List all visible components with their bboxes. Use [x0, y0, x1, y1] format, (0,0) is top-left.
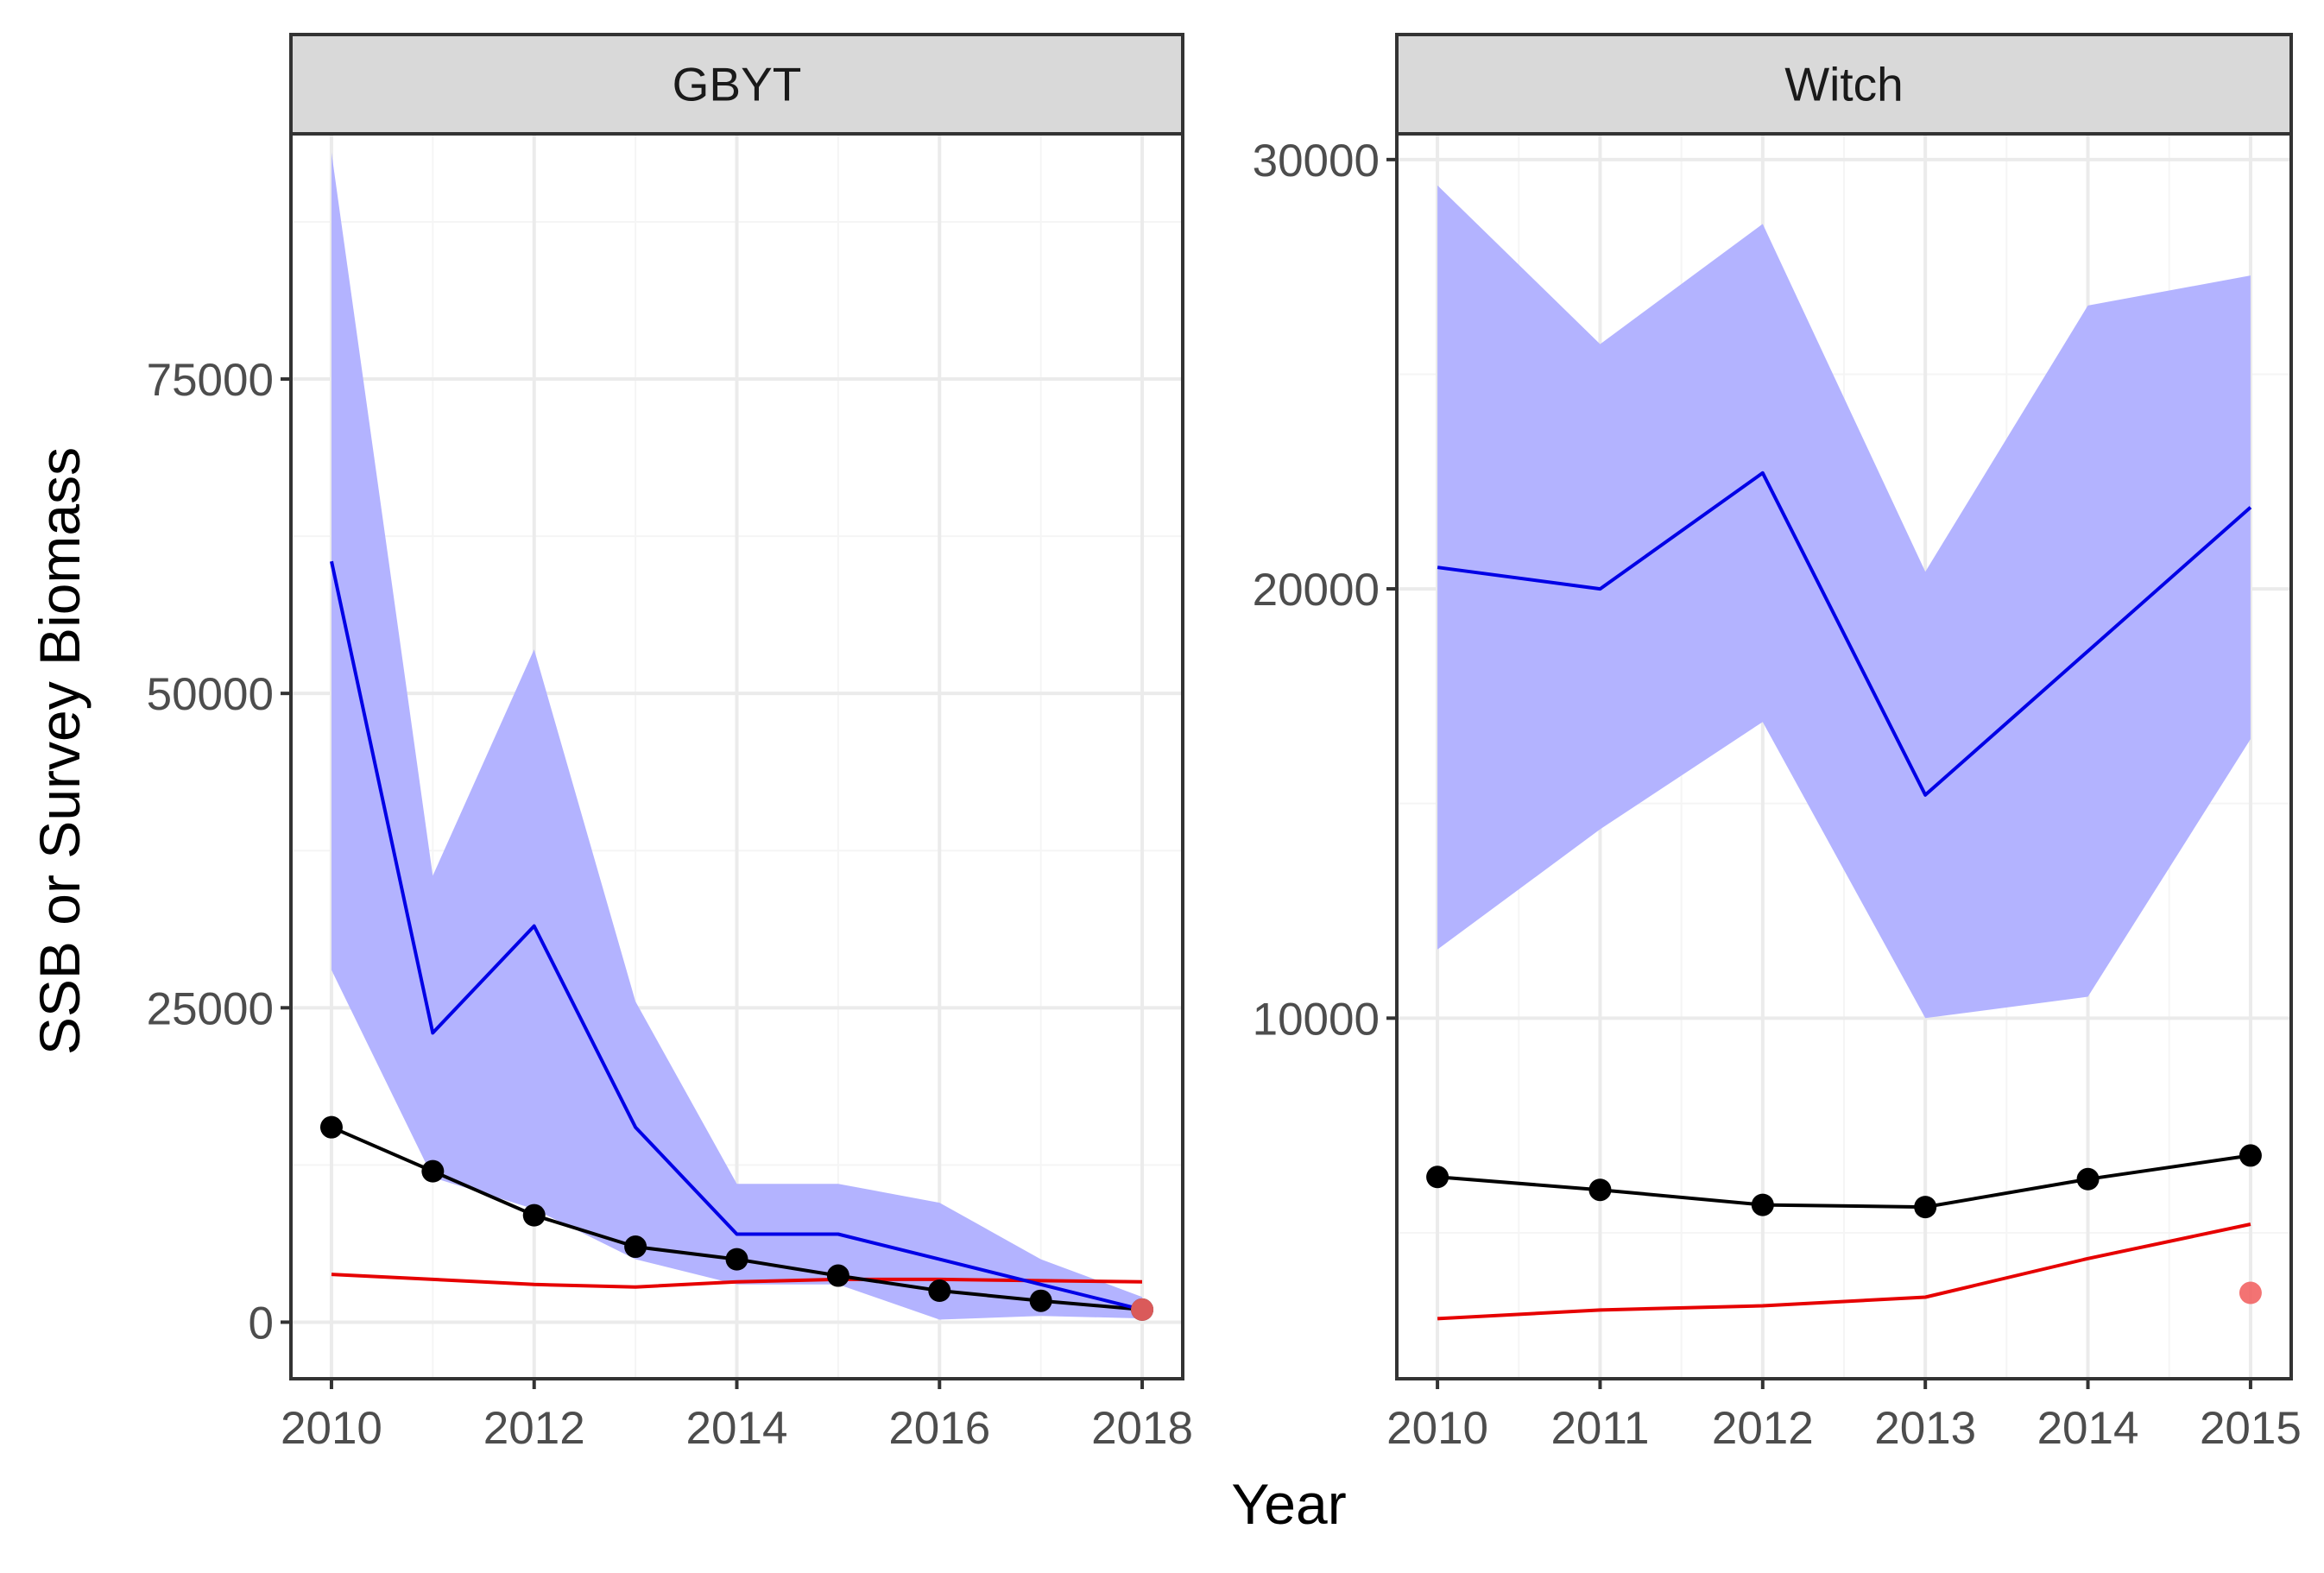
black-point	[826, 1264, 849, 1287]
ci-ribbon	[1437, 185, 2251, 1019]
x-tick-label: 2015	[2200, 1403, 2302, 1454]
y-tick-label: 10000	[1253, 994, 1380, 1045]
y-tick-label: 30000	[1253, 136, 1380, 186]
x-tick-label: 2016	[888, 1403, 990, 1454]
x-tick-label: 2012	[483, 1403, 585, 1454]
black-point	[1914, 1196, 1937, 1219]
y-tick-label: 50000	[147, 669, 274, 720]
panel-witch: Witch 10000 20000 30000 2010 2011 2012 2013 2014…	[1253, 33, 2302, 1454]
black-point	[2076, 1167, 2100, 1191]
strip-label: Witch	[1784, 58, 1904, 111]
strip-background	[289, 33, 1184, 136]
black-point	[421, 1159, 445, 1183]
y-axis-title: SSB or Survey Biomass	[28, 447, 92, 1055]
series-blue-line	[330, 560, 1143, 1311]
x-tick-label: 2018	[1091, 1403, 1193, 1454]
black-point	[1029, 1289, 1052, 1312]
red-point	[2239, 1281, 2262, 1305]
black-point	[725, 1248, 748, 1271]
x-tick-label: 2010	[1386, 1403, 1488, 1454]
black-point	[319, 1115, 343, 1139]
strip-background	[1395, 33, 2293, 136]
black-point	[624, 1235, 647, 1259]
y-tick-label: 75000	[147, 355, 274, 406]
black-point	[522, 1203, 546, 1227]
y-tick-label: 20000	[1253, 565, 1380, 616]
black-point	[2239, 1144, 2262, 1167]
panel-gbyt: GBYT 0 25000 50000 75000 2010 2012 2014 2016 2018	[147, 33, 1193, 1454]
series-red-line	[1437, 1222, 2251, 1321]
series-red-line	[331, 1273, 1143, 1289]
black-point	[1751, 1193, 1774, 1216]
y-tick-label: 0	[249, 1298, 274, 1349]
x-axis-title: Year	[1231, 1472, 1346, 1536]
x-tick-label: 2011	[1550, 1403, 1649, 1454]
red-point	[1131, 1298, 1154, 1321]
x-tick-label: 2012	[1712, 1403, 1814, 1454]
x-tick-label: 2010	[281, 1403, 382, 1454]
y-tick-label: 25000	[147, 983, 274, 1034]
series-blue-line	[1437, 471, 2252, 797]
x-tick-label: 2014	[2037, 1403, 2139, 1454]
panels-layer: GBYT 0 25000 50000 75000 2010 2012 2014 2016 2018…	[147, 33, 2302, 1454]
series-black-line	[1437, 1153, 2251, 1210]
strip-label: GBYT	[673, 58, 802, 111]
x-tick-label: 2014	[686, 1403, 788, 1454]
black-point	[1588, 1178, 1612, 1202]
x-tick-label: 2013	[1874, 1403, 1976, 1454]
black-point	[1426, 1166, 1449, 1189]
ci-ribbon	[332, 152, 1142, 1320]
black-point	[928, 1279, 951, 1303]
